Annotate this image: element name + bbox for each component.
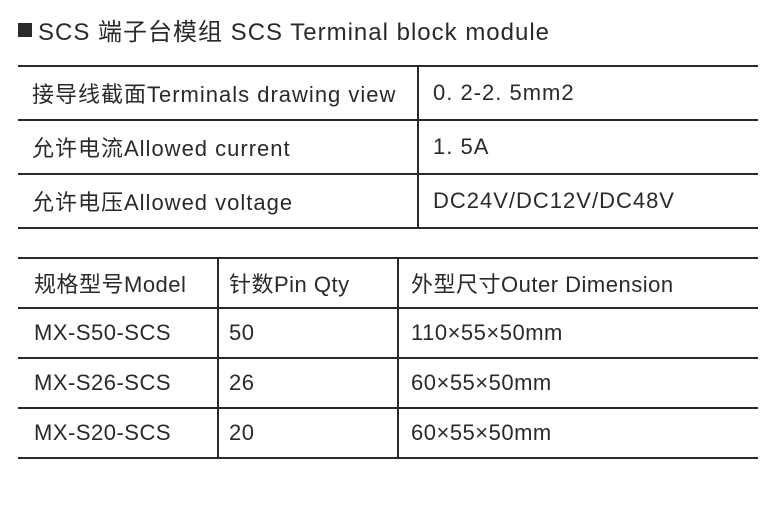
spec-value: DC24V/DC12V/DC48V [418, 174, 758, 228]
spec-table: 接导线截面Terminals drawing view 0. 2-2. 5mm2… [18, 65, 758, 229]
cell-pinqty: 20 [218, 408, 398, 458]
table-row: MX-S20-SCS 20 60×55×50mm [18, 408, 758, 458]
cell-model: MX-S20-SCS [18, 408, 218, 458]
cell-dimension: 60×55×50mm [398, 358, 758, 408]
cell-model: MX-S26-SCS [18, 358, 218, 408]
table-row: 允许电流Allowed current 1. 5A [18, 120, 758, 174]
col-header-pinqty: 针数Pin Qty [218, 258, 398, 308]
cell-pinqty: 26 [218, 358, 398, 408]
col-header-dimension: 外型尺寸Outer Dimension [398, 258, 758, 308]
spec-label: 接导线截面Terminals drawing view [18, 66, 418, 120]
col-header-model: 规格型号Model [18, 258, 218, 308]
table-header-row: 规格型号Model 针数Pin Qty 外型尺寸Outer Dimension [18, 258, 758, 308]
title-text: SCS 端子台模组 SCS Terminal block module [38, 12, 550, 47]
spec-label: 允许电流Allowed current [18, 120, 418, 174]
spec-value: 1. 5A [418, 120, 758, 174]
cell-pinqty: 50 [218, 308, 398, 358]
table-row: MX-S26-SCS 26 60×55×50mm [18, 358, 758, 408]
spec-label: 允许电压Allowed voltage [18, 174, 418, 228]
table-row: 允许电压Allowed voltage DC24V/DC12V/DC48V [18, 174, 758, 228]
table-row: MX-S50-SCS 50 110×55×50mm [18, 308, 758, 358]
model-table: 规格型号Model 针数Pin Qty 外型尺寸Outer Dimension … [18, 257, 758, 459]
cell-model: MX-S50-SCS [18, 308, 218, 358]
spec-value: 0. 2-2. 5mm2 [418, 66, 758, 120]
page-title: SCS 端子台模组 SCS Terminal block module [18, 12, 758, 47]
cell-dimension: 60×55×50mm [398, 408, 758, 458]
cell-dimension: 110×55×50mm [398, 308, 758, 358]
table-row: 接导线截面Terminals drawing view 0. 2-2. 5mm2 [18, 66, 758, 120]
bullet-icon [18, 23, 32, 37]
